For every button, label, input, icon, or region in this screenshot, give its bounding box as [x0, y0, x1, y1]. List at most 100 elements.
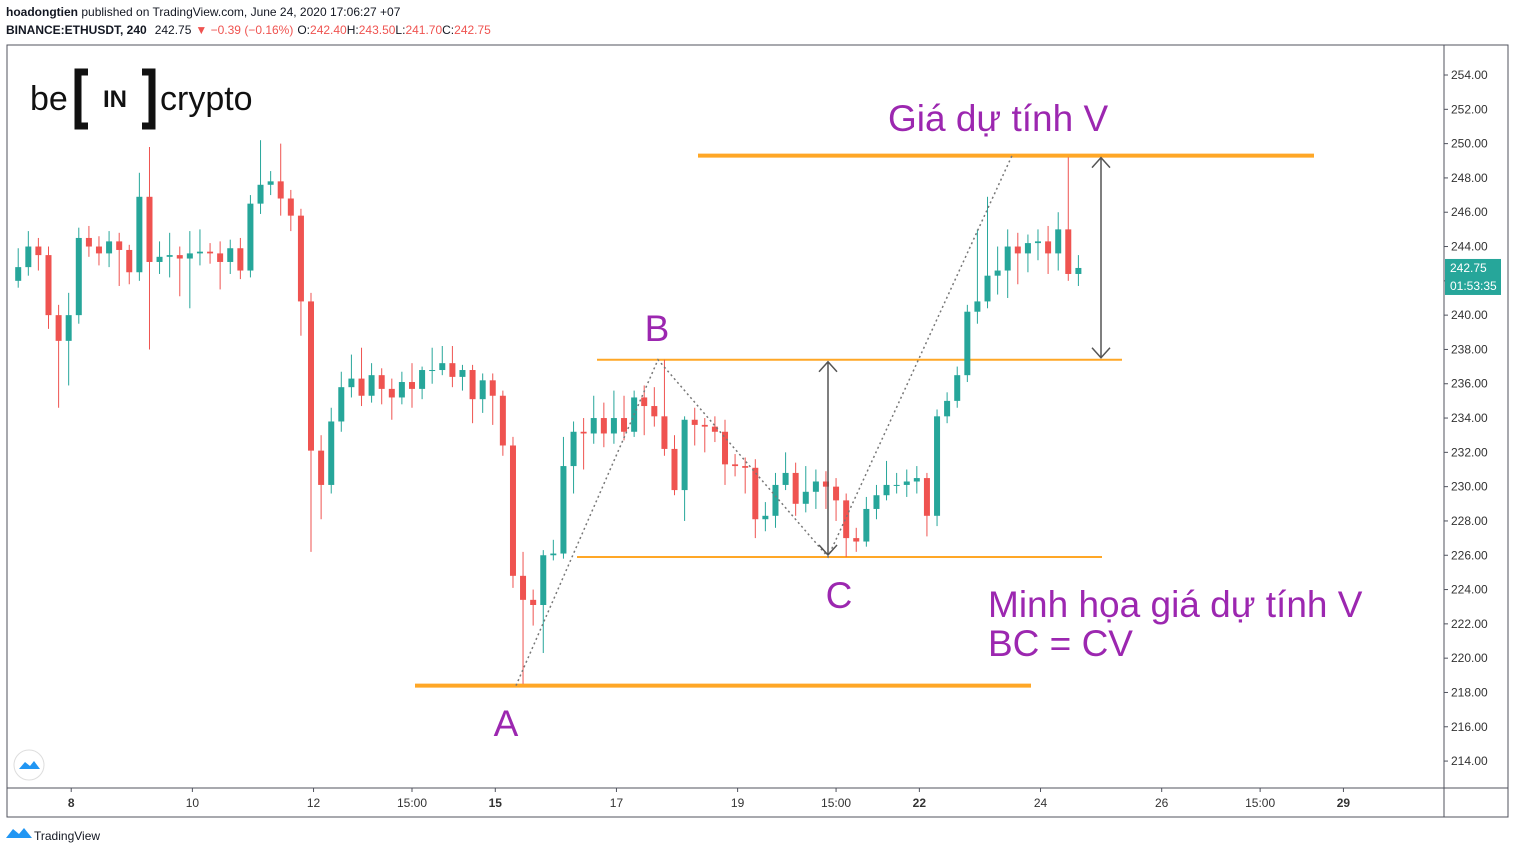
tv-badge [13, 749, 45, 781]
candle-body [95, 246, 102, 254]
x-tick-label: 19 [731, 796, 745, 810]
candle-body [45, 255, 52, 316]
candle-body [913, 478, 920, 482]
candle-body [833, 486, 840, 501]
candle-body [1055, 229, 1062, 254]
candle-body [621, 418, 628, 432]
candle-body [1045, 241, 1052, 254]
zigzag [515, 155, 1013, 686]
candle-body [439, 363, 446, 371]
candle-body [106, 241, 113, 254]
candle-body [328, 421, 335, 485]
annotation: BC = CV [988, 623, 1133, 664]
ohlc-key: C: [442, 23, 454, 37]
candle-body [479, 380, 486, 400]
candle-body [318, 450, 325, 485]
candle-body [1065, 229, 1072, 274]
candle-body [711, 426, 718, 432]
candle-body [843, 500, 850, 539]
annotation: B [645, 308, 670, 349]
candle-body [207, 251, 214, 254]
y-tick-label: 230.00 [1451, 480, 1488, 494]
candle-body [883, 484, 890, 496]
candle-body [408, 382, 415, 389]
ohlc: O:242.40H:243.50L:241.70C:242.75 [297, 23, 491, 37]
candle-body [1024, 243, 1031, 254]
candle-body [1075, 267, 1082, 274]
candle-body [217, 253, 224, 262]
candle-body [923, 478, 930, 516]
candle-body [610, 418, 617, 434]
author: hoadongtien [6, 5, 78, 19]
price-tag-value: 242.75 [1450, 261, 1487, 275]
candle-body [822, 481, 829, 487]
y-tick-label: 246.00 [1451, 205, 1488, 219]
footer-brand: TradingView [34, 829, 100, 843]
candle-body [903, 481, 910, 485]
candle-body [560, 466, 567, 554]
candle-body [651, 406, 658, 417]
candle-body [489, 380, 496, 396]
candle-body [893, 484, 900, 486]
tv-badge-icon [19, 761, 40, 769]
y-tick-label: 236.00 [1451, 377, 1488, 391]
candle-body [449, 363, 456, 377]
logo-left: be [30, 80, 68, 118]
candle-body [65, 315, 72, 341]
x-tick-label: 26 [1155, 796, 1169, 810]
ohlc-key: L: [395, 23, 405, 37]
candle-body [802, 491, 809, 504]
candle-body [126, 249, 133, 273]
measure-arrow [818, 360, 838, 557]
candle-body [1004, 246, 1011, 271]
y-tick-label: 216.00 [1451, 720, 1488, 734]
candle-body [348, 378, 355, 388]
y-tick-label: 224.00 [1451, 583, 1488, 597]
candle-body [934, 416, 941, 516]
candle-body [863, 508, 870, 542]
logo-mid: IN [103, 86, 127, 113]
candle-body [247, 203, 254, 271]
published: published on TradingView.com, June 24, 2… [81, 5, 400, 19]
header-line-1: hoadongtien published on TradingView.com… [6, 5, 401, 19]
candle-body [166, 255, 173, 257]
y-tick-label: 234.00 [1451, 411, 1488, 425]
candle-body [156, 256, 163, 262]
ohlc-key: H: [347, 23, 359, 37]
x-tick-label: 15:00 [821, 796, 851, 810]
logo: be IN crypto [30, 68, 253, 130]
candle-body [388, 388, 395, 398]
candle-body [287, 198, 294, 216]
candle-body [55, 315, 62, 341]
candle-body [762, 515, 769, 520]
candle-body [994, 270, 1001, 276]
candle-body [136, 196, 143, 273]
candle-body [186, 253, 193, 259]
candle-body [782, 472, 789, 485]
candle-body [722, 431, 729, 465]
candle-body [499, 395, 506, 446]
candle-body [15, 267, 22, 281]
annotation: Giá dự tính V [888, 98, 1108, 139]
candle-body [530, 599, 537, 605]
candle-body [237, 248, 244, 271]
footer-icon [6, 828, 32, 838]
annotation: A [494, 703, 519, 744]
y-tick-label: 238.00 [1451, 342, 1488, 356]
candle-body [509, 445, 516, 576]
measure-arrow [1091, 156, 1111, 359]
candle-body [358, 378, 365, 396]
y-tick-label: 252.00 [1451, 102, 1488, 116]
candle-body [580, 431, 587, 434]
candle-body [35, 246, 42, 256]
candle-body [944, 400, 951, 417]
x-tick-label: 22 [913, 796, 927, 810]
candle-body [772, 484, 779, 516]
y-tick-label: 228.00 [1451, 514, 1488, 528]
candle-body [75, 237, 82, 316]
x-tick-label: 17 [610, 796, 624, 810]
candle-body [661, 416, 668, 449]
candle-body [459, 370, 466, 377]
